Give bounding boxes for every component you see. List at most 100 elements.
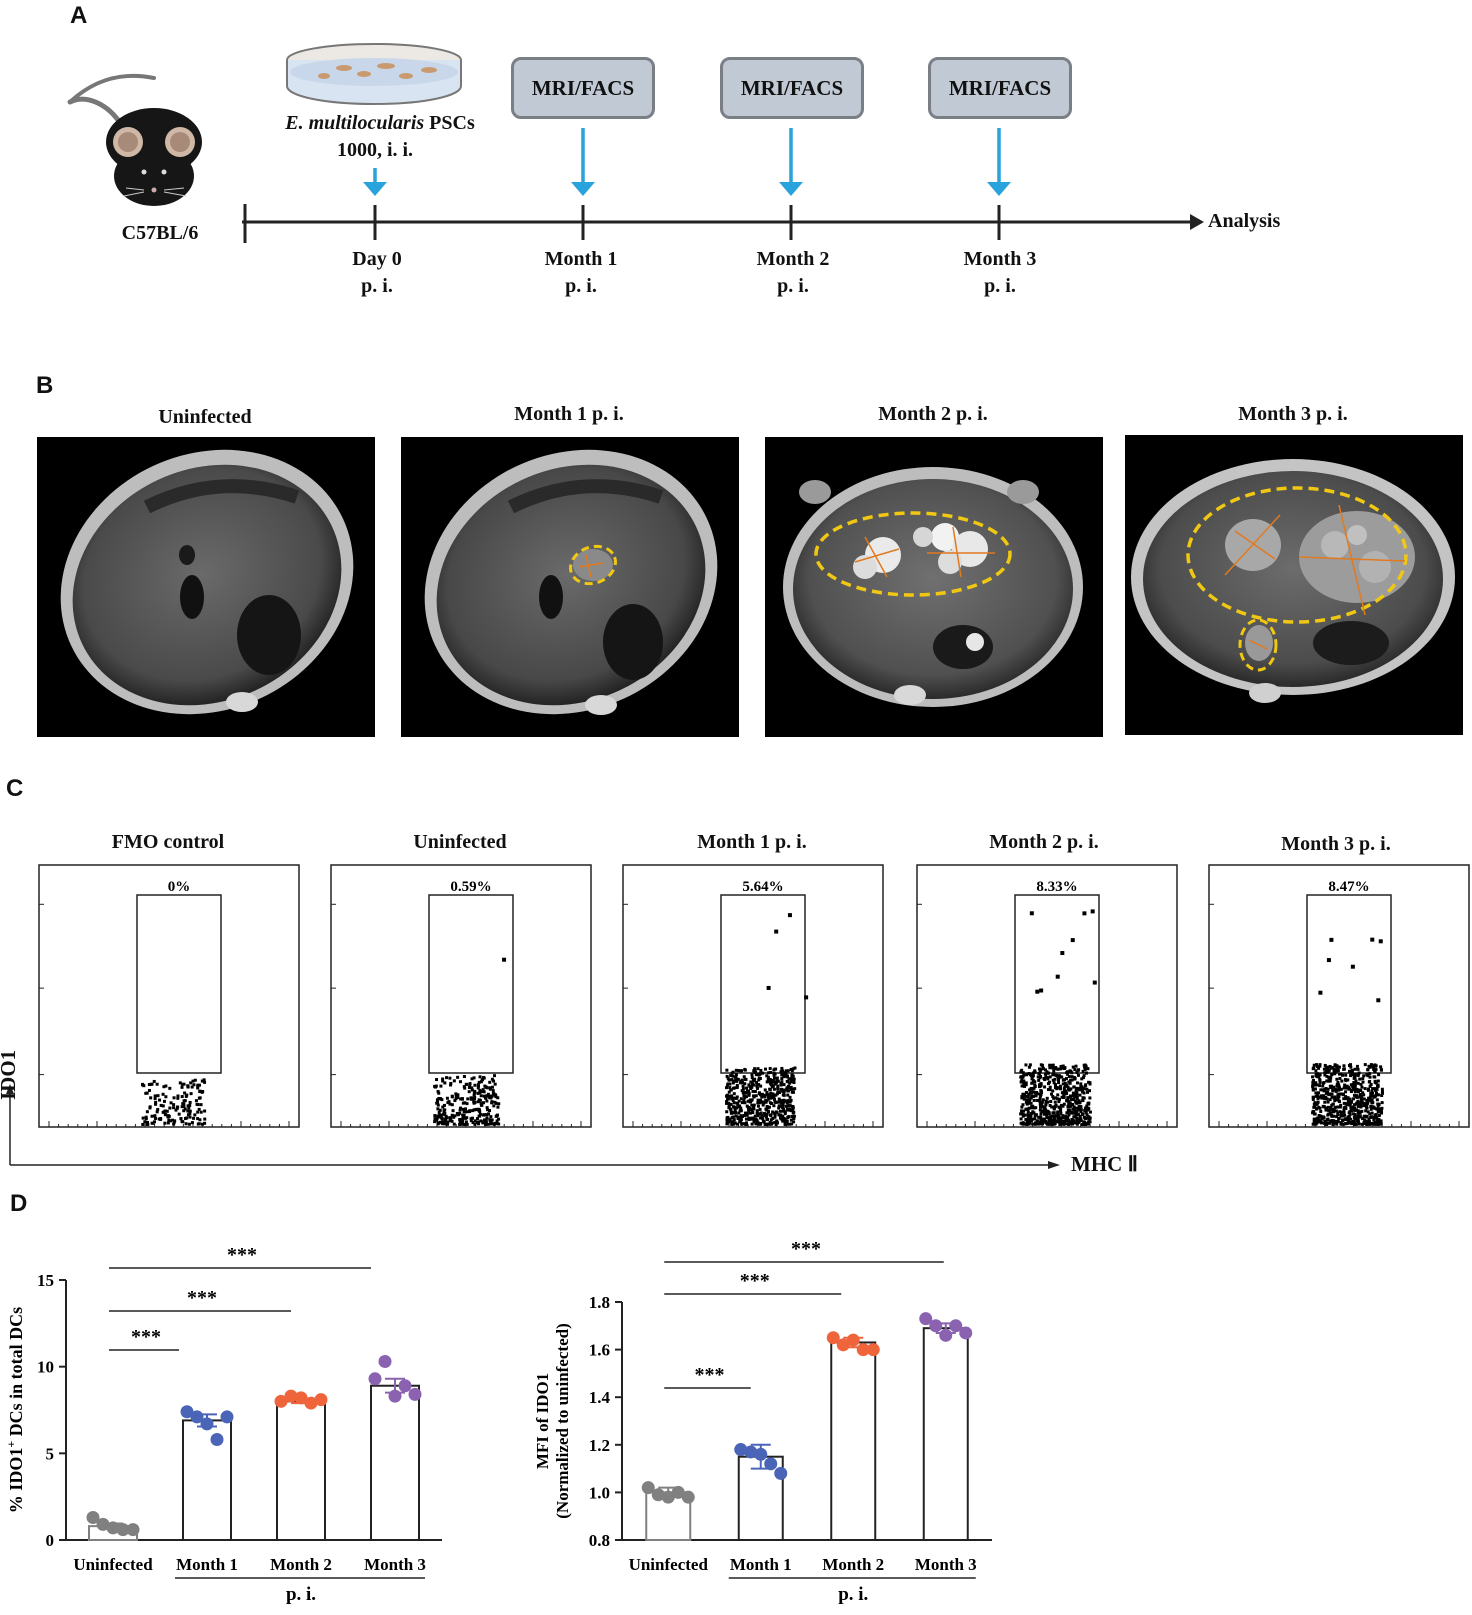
- tick-label-month1-line2: p. i.: [565, 275, 597, 297]
- data-point: [368, 1372, 382, 1386]
- data-point: [96, 1517, 110, 1531]
- timeline-panel: C57BL/6 E. multilocularis PSCs 1000, i. …: [0, 0, 1472, 330]
- data-point: [734, 1443, 748, 1457]
- mri-title-month2: Month 2 p. i.: [878, 403, 988, 425]
- y-tick-label: 1.0: [589, 1483, 610, 1502]
- facs-title-fmo: FMO control: [111, 831, 225, 853]
- bar-month-2: [276, 1400, 326, 1541]
- data-point: [866, 1343, 880, 1357]
- tick-label-day0-line1: Day 0: [352, 248, 402, 270]
- category-label: Month 1: [730, 1555, 792, 1574]
- psc-label-rest: PSCs: [424, 112, 475, 134]
- tick-label-month1: Month 1 p. i.: [521, 248, 641, 298]
- data-point: [919, 1312, 933, 1326]
- psc-dose: 1000, i. i.: [336, 139, 414, 161]
- bar-month-1: [182, 1419, 232, 1541]
- panel-letter-c: C: [6, 775, 24, 802]
- data-point: [651, 1488, 665, 1502]
- category-label: Month 2: [822, 1555, 884, 1574]
- panel-letter-b: B: [36, 372, 54, 399]
- y-axis-label-line2: (Normalized to uninfected): [553, 1323, 572, 1518]
- facs-ylabel: IDO1: [0, 990, 21, 1100]
- y-tick-label: 1.4: [589, 1388, 611, 1407]
- facs-title-uninfected: Uninfected: [413, 831, 507, 853]
- mri-title-month1: Month 1 p. i.: [514, 403, 624, 425]
- data-point: [388, 1389, 402, 1403]
- facs-x-arrow: [1048, 1161, 1060, 1169]
- facs-events: [1311, 937, 1384, 1126]
- facs-gate: [428, 894, 514, 1074]
- psc-label: E. multilocularis PSCs: [260, 112, 500, 135]
- petri-dish-icon: [286, 43, 462, 106]
- facs-plot-0: 0%: [38, 864, 300, 1128]
- facs-title-month2: Month 2 p. i.: [989, 831, 1099, 853]
- y-tick-label: 0: [46, 1531, 55, 1550]
- significance-label: ***: [131, 1326, 161, 1348]
- data-point: [949, 1319, 963, 1333]
- data-point: [378, 1354, 392, 1368]
- tick-label-month2: Month 2 p. i.: [733, 248, 853, 298]
- data-point: [86, 1510, 100, 1524]
- y-tick-label: 15: [37, 1271, 54, 1290]
- data-point: [836, 1338, 850, 1352]
- facs-ylabel-text: IDO1: [0, 1049, 20, 1100]
- significance-label: ***: [791, 1238, 821, 1260]
- mri-image-month1: [401, 437, 739, 737]
- tick-label-month2-line2: p. i.: [777, 275, 809, 297]
- data-point: [284, 1389, 298, 1403]
- significance-label: ***: [740, 1270, 770, 1292]
- significance-label: ***: [187, 1287, 217, 1309]
- facs-plot-3: 8.33%: [916, 864, 1178, 1128]
- y-tick-label: 10: [37, 1358, 54, 1377]
- mouse-label: C57BL/6: [121, 222, 199, 244]
- data-point: [200, 1417, 214, 1431]
- data-point: [754, 1447, 768, 1461]
- data-point: [764, 1457, 778, 1471]
- data-point: [294, 1391, 308, 1405]
- category-label: Month 1: [176, 1555, 238, 1574]
- facs-gate: [136, 894, 222, 1074]
- y-tick-label: 5: [46, 1444, 55, 1463]
- facs-title-month3: Month 3 p. i.: [1281, 833, 1391, 855]
- facs-plot-4: 8.47%: [1208, 864, 1470, 1128]
- facs-plot-2: 5.64%: [622, 864, 884, 1128]
- mri-title-uninfected: Uninfected: [158, 406, 252, 428]
- data-point: [210, 1432, 224, 1446]
- data-point: [671, 1485, 685, 1499]
- tick-label-month3-line1: Month 3: [963, 248, 1037, 270]
- facs-frame: [622, 864, 884, 1128]
- data-point: [661, 1490, 675, 1504]
- facs-frame: [330, 864, 592, 1128]
- tick-label-month1-line1: Month 1: [544, 248, 618, 270]
- bar-month-3: [922, 1327, 969, 1542]
- significance-label: ***: [695, 1364, 725, 1386]
- bar-charts: 0 5 10 15 Uninfected Month 1 Month 2 Month 3 p. …: [4, 1238, 992, 1605]
- data-point: [856, 1343, 870, 1357]
- bar-month-2: [830, 1341, 877, 1541]
- y-tick-label: 1.2: [589, 1436, 610, 1455]
- facs-events: [141, 1078, 207, 1126]
- data-point: [681, 1490, 695, 1504]
- data-point: [408, 1387, 422, 1401]
- timeline-arrow-head-0: [363, 182, 387, 196]
- facs-events: [433, 957, 507, 1126]
- facs-gate-percent: 0%: [168, 879, 191, 895]
- mri-image-uninfected: [37, 437, 375, 737]
- timeline-axis: [242, 128, 1204, 243]
- facs-frame: [38, 864, 300, 1128]
- facs-plots: 0% 0.59% 5.64% 8.33% 8.47%: [6, 864, 1470, 1169]
- data-point: [641, 1481, 655, 1495]
- data-point: [939, 1328, 953, 1342]
- category-label: Uninfected: [73, 1555, 153, 1574]
- facs-gate-percent: 8.47%: [1328, 879, 1369, 895]
- facs-gate: [1306, 894, 1392, 1074]
- data-point: [190, 1410, 204, 1424]
- group-label: p. i.: [286, 1584, 316, 1605]
- data-point: [304, 1396, 318, 1410]
- facs-events: [1019, 909, 1097, 1126]
- data-point: [116, 1523, 130, 1537]
- psc-label-species: E. multilocularis: [285, 112, 425, 134]
- facs-y-arrow: [6, 1084, 14, 1094]
- mri-title-month3: Month 3 p. i.: [1238, 403, 1348, 425]
- data-point: [220, 1410, 234, 1424]
